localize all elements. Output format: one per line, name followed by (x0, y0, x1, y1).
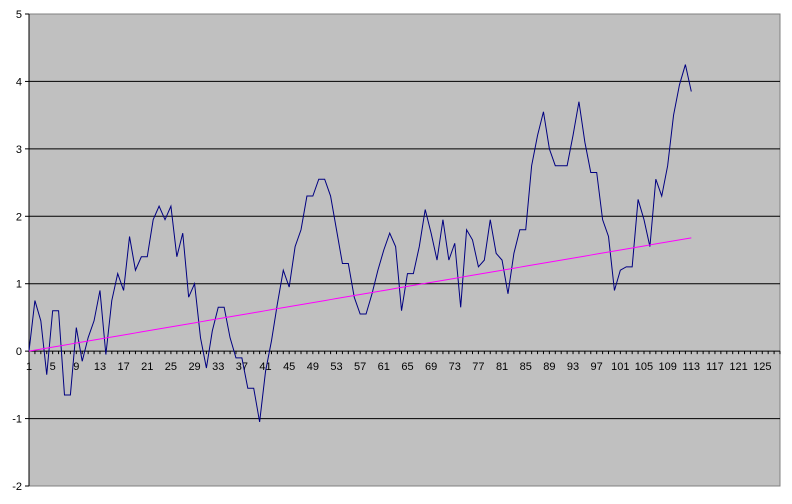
axes (28, 14, 780, 486)
x-tick-label: 97 (591, 361, 603, 373)
x-tick-label: 1 (26, 361, 32, 373)
x-tick-label: 21 (141, 361, 153, 373)
x-tick-label: 125 (753, 361, 771, 373)
x-tick-label: 13 (94, 361, 106, 373)
x-tick-label: 41 (259, 361, 271, 373)
series-line-1 (28, 64, 692, 423)
x-tick-label: 77 (472, 361, 484, 373)
x-tick-label: 69 (425, 361, 437, 373)
y-tick-label: -2 (12, 481, 22, 493)
y-tick-label: 4 (16, 76, 22, 88)
y-tick-label: 1 (16, 279, 22, 291)
x-tick-label: 93 (567, 361, 579, 373)
x-tick-label: 25 (165, 361, 177, 373)
x-axis-ticks: 1 5 9 13 17 21 25 29 33 37 41 45 49 53 57 61 65 69 73 77 81 8… (26, 351, 781, 373)
y-tick-label: 3 (16, 144, 22, 156)
x-tick-label: 57 (354, 361, 366, 373)
y-tick-label: 0 (16, 346, 22, 358)
x-tick-label: 33 (212, 361, 224, 373)
y-tick-label: 5 (16, 9, 22, 21)
x-tick-label: 65 (401, 361, 413, 373)
series-line-2 (28, 237, 692, 352)
x-tick-label: 53 (330, 361, 342, 373)
y-tick-label: -1 (12, 414, 22, 426)
x-tick-label: 101 (611, 361, 629, 373)
x-tick-label: 37 (236, 361, 248, 373)
x-tick-label: 45 (283, 361, 295, 373)
x-tick-label: 29 (188, 361, 200, 373)
series-group (28, 64, 692, 423)
x-tick-label: 73 (449, 361, 461, 373)
x-tick-label: 121 (729, 361, 747, 373)
x-tick-label: 89 (543, 361, 555, 373)
x-tick-label: 17 (117, 361, 129, 373)
x-tick-label: 113 (683, 361, 701, 373)
x-tick-label: 117 (706, 361, 724, 373)
x-tick-label: 61 (378, 361, 390, 373)
x-tick-label: 49 (307, 361, 319, 373)
x-tick-label: 81 (496, 361, 508, 373)
x-tick-label: 9 (73, 361, 79, 373)
y-tick-label: 2 (16, 211, 22, 223)
x-tick-label: 105 (635, 361, 653, 373)
x-tick-label: 5 (50, 361, 56, 373)
x-tick-label: 85 (520, 361, 532, 373)
plot-area (28, 13, 781, 487)
x-tick-label: 109 (658, 361, 676, 373)
